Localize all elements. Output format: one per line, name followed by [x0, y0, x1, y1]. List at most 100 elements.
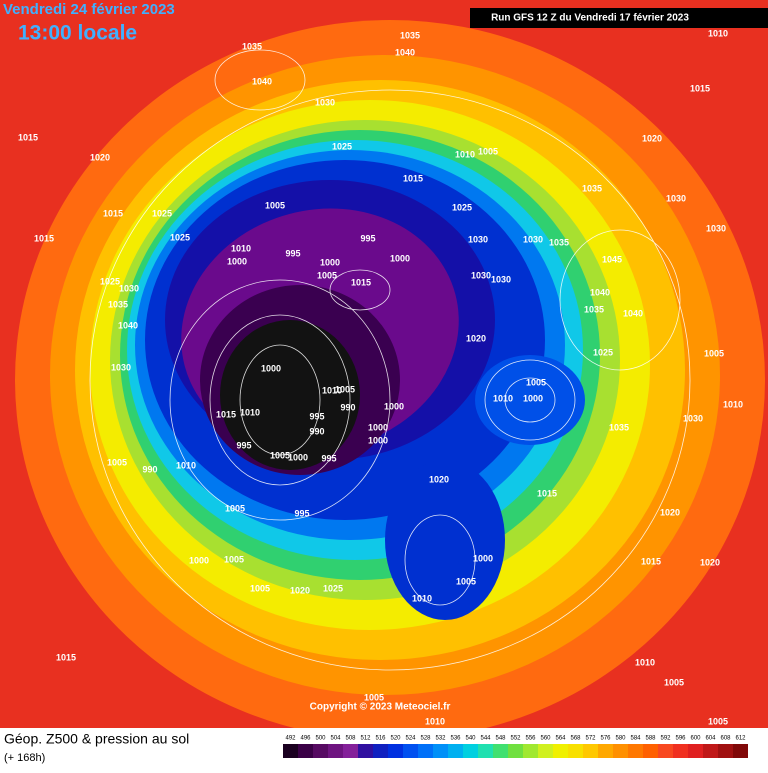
pressure-label: 1025	[332, 141, 352, 151]
colorbar-cell	[373, 744, 388, 758]
pressure-label: 1015	[34, 233, 54, 243]
colorbar-cell	[658, 744, 673, 758]
pressure-label: 1015	[103, 208, 123, 218]
colorbar-label: 572	[585, 736, 596, 742]
pressure-label: 995	[360, 233, 375, 243]
pressure-label: 1035	[400, 30, 420, 40]
pressure-label: 1010	[493, 393, 513, 403]
pressure-label: 1005	[708, 716, 728, 726]
pressure-label: 1000	[227, 256, 247, 266]
pressure-label: 1000	[368, 422, 388, 432]
colorbar-cell	[568, 744, 583, 758]
pressure-label: 1005	[270, 450, 290, 460]
colorbar-label: 600	[690, 736, 701, 742]
pressure-label: 1040	[623, 308, 643, 318]
pressure-label: 1040	[118, 320, 138, 330]
colorbar-label: 584	[630, 736, 641, 742]
pressure-label: 1010	[240, 407, 260, 417]
colorbar-cell	[358, 744, 373, 758]
pressure-label: 1005	[265, 200, 285, 210]
pressure-label: 1005	[225, 503, 245, 513]
colorbar-label: 548	[495, 736, 506, 742]
pressure-label: 1025	[100, 276, 120, 286]
pressure-label: 1025	[152, 208, 172, 218]
colorbar-label: 552	[510, 736, 521, 742]
pressure-label: 990	[309, 426, 324, 436]
colorbar-label: 540	[465, 736, 476, 742]
colorbar-cell	[523, 744, 538, 758]
colorbar-cell	[283, 744, 298, 758]
pressure-label: 1030	[491, 274, 511, 284]
pressure-label: 1005	[478, 146, 498, 156]
colorbar-cell	[613, 744, 628, 758]
colorbar-cell	[313, 744, 328, 758]
colorbar-cell	[343, 744, 358, 758]
copyright: Copyright © 2023 Meteociel.fr	[310, 702, 451, 713]
colorbar-cell	[463, 744, 478, 758]
colorbar-cell	[298, 744, 313, 758]
colorbar-cell	[553, 744, 568, 758]
pressure-label: 1035	[108, 299, 128, 309]
colorbar-label: 508	[345, 736, 356, 742]
pressure-label: 1040	[252, 76, 272, 86]
pressure-label: 1030	[666, 193, 686, 203]
footer-title: Géop. Z500 & pression au sol	[4, 731, 189, 747]
pressure-label: 1015	[18, 132, 38, 142]
pressure-label: 1005	[335, 384, 355, 394]
forecast-date: Vendredi 24 février 2023	[3, 1, 175, 18]
pressure-label: 1010	[176, 460, 196, 470]
colorbar-label: 588	[645, 736, 656, 742]
pressure-label: 1020	[642, 133, 662, 143]
pressure-label: 1010	[455, 149, 475, 159]
colorbar-label: 500	[315, 736, 326, 742]
pressure-label: 1000	[473, 553, 493, 563]
pressure-label: 1035	[549, 237, 569, 247]
colorbar-cell	[508, 744, 523, 758]
colorbar-label: 564	[555, 736, 566, 742]
pressure-label: 1015	[216, 409, 236, 419]
run-box	[470, 8, 768, 28]
pressure-label: 1005	[317, 270, 337, 280]
forecast-time: 13:00 locale	[18, 22, 137, 45]
pressure-label: 1035	[582, 183, 602, 193]
colorbar-label: 592	[660, 736, 671, 742]
pressure-label: 1000	[384, 401, 404, 411]
colorbar-label: 512	[360, 736, 371, 742]
pressure-label: 1020	[660, 507, 680, 517]
pressure-label: 1030	[706, 223, 726, 233]
pressure-label: 1020	[290, 585, 310, 595]
pressure-label: 1010	[723, 399, 743, 409]
colorbar-label: 608	[720, 736, 731, 742]
pressure-label: 1005	[456, 576, 476, 586]
colorbar-cell	[583, 744, 598, 758]
footer-lead: (+ 168h)	[4, 752, 45, 764]
colorbar-cell	[733, 744, 748, 758]
pressure-label: 1010	[322, 385, 342, 395]
colorbar-label: 544	[480, 736, 491, 742]
colorbar-label: 576	[600, 736, 611, 742]
pressure-label: 1035	[609, 422, 629, 432]
pressure-label: 995	[236, 440, 251, 450]
pressure-label: 1010	[708, 28, 728, 38]
pressure-label: 1030	[468, 234, 488, 244]
colorbar-label: 596	[675, 736, 686, 742]
colorbar-cell	[643, 744, 658, 758]
pressure-label: 1000	[523, 393, 543, 403]
pressure-label: 1035	[584, 304, 604, 314]
colorbar-cell	[718, 744, 733, 758]
pressure-label: 1000	[390, 253, 410, 263]
pressure-label: 995	[285, 248, 300, 258]
isobars	[89, 49, 691, 671]
pressure-label: 1015	[403, 173, 423, 183]
pressure-label: 1005	[250, 583, 270, 593]
geopotential-field	[15, 20, 765, 740]
pressure-label: 1015	[641, 556, 661, 566]
run-info: Run GFS 12 Z du Vendredi 17 février 2023	[491, 13, 689, 24]
colorbar-cell	[448, 744, 463, 758]
pressure-label: 1020	[429, 474, 449, 484]
pressure-label: 1040	[395, 47, 415, 57]
colorbar-label: 560	[540, 736, 551, 742]
colorbar-cell	[433, 744, 448, 758]
pressure-label: 1000	[261, 363, 281, 373]
